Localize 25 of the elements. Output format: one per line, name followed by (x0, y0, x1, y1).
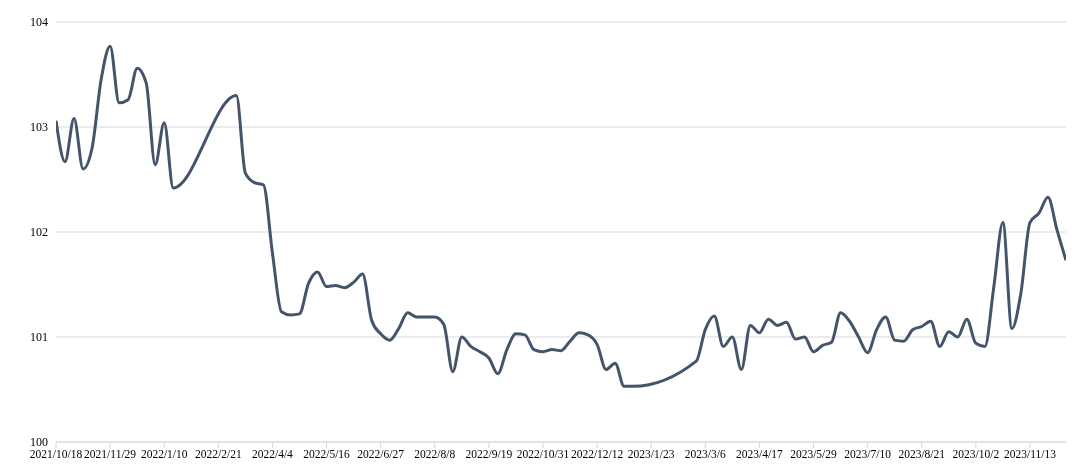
y-tick-label: 103 (30, 120, 48, 135)
x-tick-label: 2022/1/10 (140, 448, 188, 461)
x-tick-label: 2022/9/19 (465, 448, 513, 461)
x-tick-label: 2023/4/17 (736, 448, 783, 461)
x-tick-label: 2023/1/23 (627, 448, 675, 461)
x-tick-label: 2022/10/31 (516, 448, 570, 461)
x-tick-label: 2023/5/29 (790, 448, 838, 461)
x-tick-label: 2022/8/8 (414, 448, 456, 461)
x-tick-label: 2023/8/21 (898, 448, 946, 461)
x-tick-label: 2023/11/13 (1003, 448, 1057, 461)
x-tick-label: 2022/12/12 (570, 448, 624, 461)
line-series (56, 44, 1066, 388)
x-tick-label: 2022/5/16 (303, 448, 351, 461)
y-tick-label: 102 (30, 225, 48, 240)
y-tick-label: 104 (30, 15, 48, 30)
y-tick-label: 100 (30, 435, 48, 450)
y-tick-label: 101 (30, 330, 48, 345)
x-tick-label: 2022/6/27 (357, 448, 405, 461)
x-tick-label: 2021/11/29 (84, 448, 137, 461)
x-tick-label: 2023/7/10 (844, 448, 892, 461)
x-tick-label: 2021/10/18 (29, 448, 83, 461)
x-tick-label: 2022/4/4 (251, 448, 294, 461)
x-tick-label: 2023/10/2 (952, 448, 1000, 461)
x-tick-label: 2022/2/21 (195, 448, 242, 461)
x-tick-label: 2023/3/6 (684, 448, 726, 461)
